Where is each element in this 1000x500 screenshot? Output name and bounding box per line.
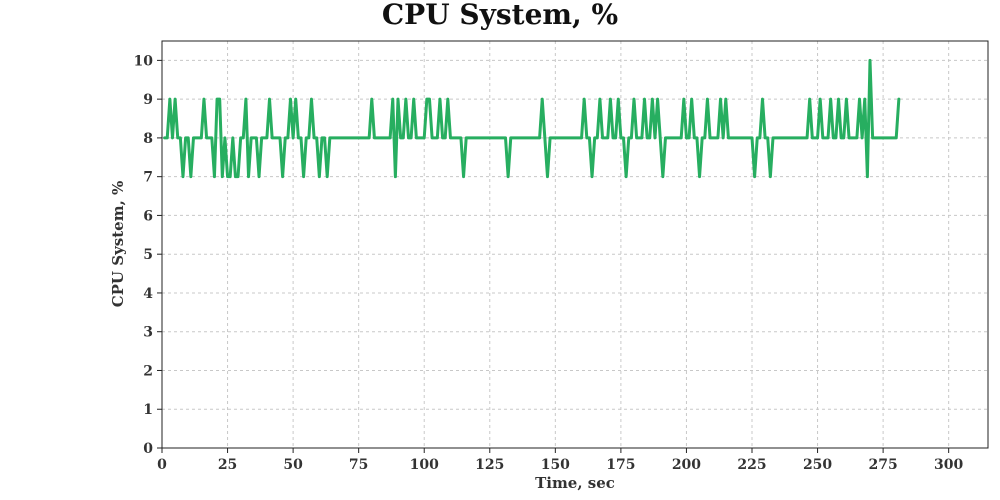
x-tick-label: 250 bbox=[803, 457, 832, 473]
grid-lines bbox=[162, 41, 988, 448]
x-tick-label: 75 bbox=[349, 457, 368, 473]
y-tick-label: 7 bbox=[143, 170, 153, 186]
series-line bbox=[163, 58, 901, 179]
y-tick-label: 9 bbox=[143, 92, 153, 108]
y-tick-label: 1 bbox=[143, 402, 153, 418]
y-tick-label: 6 bbox=[143, 208, 153, 224]
y-axis-ticks: 0 1 2 3 4 5 6 7 8 9 10 bbox=[134, 53, 162, 457]
chart-title: CPU System, % bbox=[382, 0, 618, 31]
y-axis-label: CPU System, % bbox=[109, 181, 127, 308]
x-tick-label: 25 bbox=[218, 457, 237, 473]
y-tick-label: 0 bbox=[143, 441, 153, 457]
x-tick-label: 0 bbox=[157, 457, 167, 473]
y-tick-label: 8 bbox=[143, 131, 153, 147]
x-tick-label: 50 bbox=[283, 457, 303, 473]
y-tick-label: 2 bbox=[143, 363, 153, 379]
x-tick-label: 275 bbox=[868, 457, 897, 473]
y-tick-label: 10 bbox=[134, 53, 154, 69]
x-tick-label: 100 bbox=[410, 457, 439, 473]
y-tick-label: 4 bbox=[143, 286, 153, 302]
x-tick-label: 175 bbox=[606, 457, 635, 473]
x-tick-label: 200 bbox=[672, 457, 701, 473]
x-axis-label: Time, sec bbox=[535, 474, 615, 492]
y-tick-label: 5 bbox=[143, 247, 153, 263]
plot-area-frame bbox=[161, 40, 989, 449]
x-axis-ticks: 0 25 50 75 100 125 150 175 200 225 250 275 300 bbox=[157, 448, 964, 473]
x-tick-label: 225 bbox=[737, 457, 766, 473]
y-tick-label: 3 bbox=[143, 325, 153, 341]
x-tick-label: 300 bbox=[934, 457, 963, 473]
series-layer bbox=[163, 58, 901, 179]
x-tick-label: 150 bbox=[541, 457, 570, 473]
x-tick-label: 125 bbox=[475, 457, 504, 473]
